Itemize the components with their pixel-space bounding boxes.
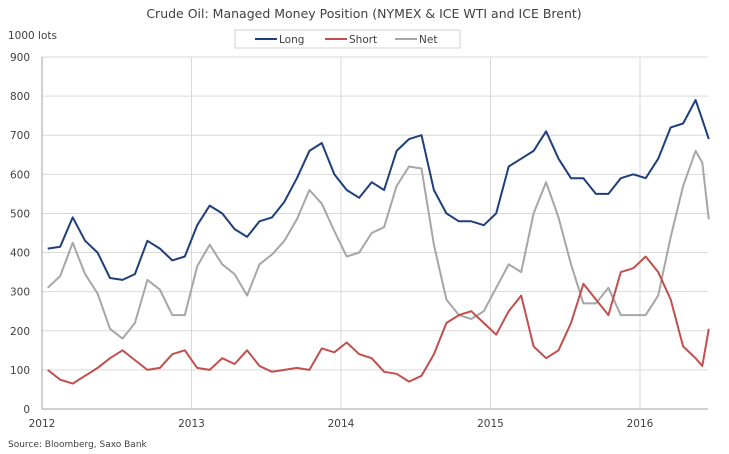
y-tick-label: 200: [10, 326, 30, 338]
y-axis-label: 1000 lots: [8, 30, 57, 42]
legend-label-net: Net: [419, 34, 437, 46]
legend: Long Short Net: [234, 29, 461, 49]
legend-label-short: Short: [349, 34, 377, 46]
x-tick-label: 2015: [477, 418, 504, 430]
y-tick-label: 800: [10, 91, 30, 103]
x-tick-label: 2013: [178, 418, 205, 430]
y-tick-label: 400: [10, 248, 30, 260]
legend-label-long: Long: [279, 34, 304, 46]
y-tick-label: 700: [10, 130, 30, 142]
y-tick-label: 100: [10, 365, 30, 377]
y-tick-label: 900: [10, 52, 30, 64]
y-tick-label: 600: [10, 169, 30, 181]
x-tick-label: 2016: [627, 418, 654, 430]
y-tick-label: 0: [23, 404, 30, 416]
legend-box: [234, 29, 461, 49]
series-line-long: [47, 99, 710, 281]
series-lines: [47, 99, 710, 385]
x-tick-label: 2012: [29, 418, 56, 430]
grid: 0 100 200 300 400 500 600 700 800 900 2012 2013 2014…: [10, 52, 708, 430]
source-note: Source: Bloomberg, Saxo Bank: [8, 440, 148, 450]
chart-title: Crude Oil: Managed Money Position (NYMEX…: [146, 6, 581, 21]
series-line-net: [47, 149, 710, 340]
x-tick-label: 2014: [328, 418, 355, 430]
series-line-short: [47, 255, 710, 385]
y-tick-label: 500: [10, 208, 30, 220]
y-tick-label: 300: [10, 287, 30, 299]
